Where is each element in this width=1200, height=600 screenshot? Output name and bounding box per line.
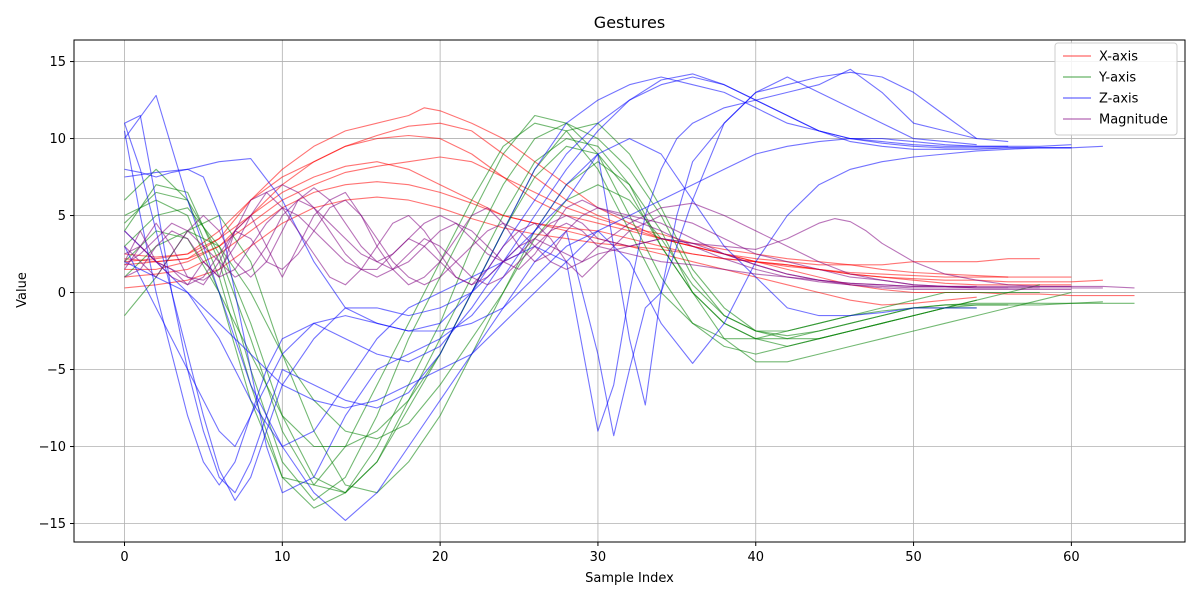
- series-line: [124, 76, 977, 448]
- series-lines: [123, 68, 1135, 521]
- series-line: [124, 184, 977, 287]
- x-tick-label: 10: [274, 550, 291, 565]
- y-tick-label: −5: [47, 363, 66, 378]
- x-tick-label: 40: [747, 550, 764, 565]
- series-y-axis: [124, 114, 1135, 509]
- series-line: [124, 76, 1072, 494]
- x-tick-label: 50: [905, 550, 922, 565]
- x-tick-label: 30: [590, 550, 607, 565]
- series-line: [124, 134, 1103, 283]
- legend-label: Magnitude: [1099, 113, 1168, 128]
- legend-label: X-axis: [1099, 50, 1138, 65]
- y-tick-label: −15: [39, 517, 66, 532]
- y-tick-label: 0: [58, 286, 66, 301]
- series-z-axis: [123, 68, 1103, 521]
- x-tick-label: 60: [1063, 550, 1080, 565]
- series-line: [124, 68, 1009, 448]
- x-axis-label: Sample Index: [585, 571, 674, 586]
- series-line: [124, 145, 1009, 448]
- series-line: [124, 191, 1103, 289]
- series-line: [124, 187, 1009, 289]
- series-line: [124, 138, 977, 494]
- series-line: [124, 184, 977, 440]
- y-tick-label: 10: [49, 132, 66, 147]
- series-line: [124, 161, 977, 306]
- legend-box: [1054, 42, 1178, 136]
- series-line: [124, 122, 1040, 494]
- series-x-axis: [124, 107, 1135, 306]
- x-axis-ticks: 0 10 20 30 40 50 60: [120, 542, 1080, 565]
- x-tick-label: 20: [432, 550, 449, 565]
- chart-title: Gestures: [594, 13, 665, 32]
- series-line: [124, 156, 1009, 278]
- series-line: [124, 71, 978, 521]
- series-line: [123, 76, 1103, 501]
- legend: X-axis Y-axis Z-axis Magnitude: [1054, 42, 1178, 136]
- y-tick-label: −10: [39, 440, 66, 455]
- series-line: [123, 73, 1072, 486]
- y-axis-ticks: −15 −10 −5 0 5 10 15: [39, 55, 74, 532]
- series-line: [124, 199, 1040, 289]
- y-tick-label: 15: [49, 55, 66, 70]
- y-tick-label: 5: [58, 209, 66, 224]
- legend-label: Y-axis: [1098, 71, 1136, 86]
- plot-frame: [73, 39, 1186, 543]
- series-magnitude: [124, 184, 1135, 291]
- series-line: [124, 122, 1072, 278]
- x-tick-label: 0: [120, 550, 128, 565]
- legend-label: Z-axis: [1099, 92, 1139, 107]
- y-axis-label: Value: [15, 272, 30, 308]
- series-line: [124, 191, 1072, 291]
